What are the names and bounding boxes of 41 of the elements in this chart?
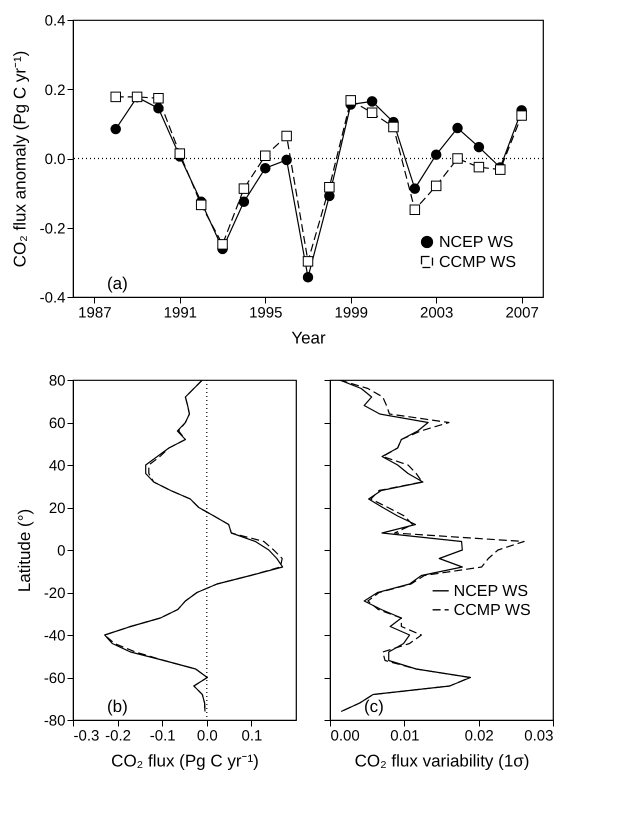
x-tick-label: 1995 <box>249 304 282 322</box>
x-tick-label: -0.2 <box>105 728 132 744</box>
y-tick-label: -60 <box>44 670 66 687</box>
x-tick-label: 0.02 <box>464 728 494 744</box>
x-tick-label: 0.03 <box>524 728 554 744</box>
y-tick-label: 40 <box>48 458 66 474</box>
y-tick-label: 0.4 <box>44 12 66 30</box>
x-tick-label: -0.1 <box>150 728 176 744</box>
y-tick-label: -80 <box>44 712 66 730</box>
y-axis-title: Latitude (°) <box>14 508 34 592</box>
annotation: (a) <box>107 274 128 293</box>
y-tick-label: 20 <box>48 500 66 517</box>
legend-label: NCEP WS <box>454 582 528 600</box>
x-axis-title: CO₂ flux (Pg C yr⁻¹) <box>111 752 259 770</box>
x-tick-label: 1999 <box>334 304 368 322</box>
annotation: (b) <box>107 697 128 716</box>
x-tick-label: 2007 <box>505 304 539 322</box>
x-tick-label: 0.0 <box>196 728 218 744</box>
x-tick-label: -0.3 <box>74 728 100 744</box>
y-tick-label: 80 <box>48 372 66 390</box>
y-tick-label: 60 <box>48 415 66 432</box>
x-tick-label: 0.1 <box>241 728 262 744</box>
y-axis-title: CO₂ flux anomaly (Pg C yr⁻¹) <box>10 50 30 268</box>
y-tick-label: -0.2 <box>40 220 66 238</box>
y-tick-label: -0.4 <box>40 290 66 306</box>
annotation: (c) <box>364 697 384 716</box>
x-tick-label: 2003 <box>420 304 454 322</box>
x-axis-title: CO₂ flux variability (1σ) <box>354 752 530 770</box>
y-tick-label: -40 <box>44 628 66 644</box>
x-tick-label: 0.01 <box>390 728 420 744</box>
x-tick-label: 1991 <box>164 304 198 322</box>
x-tick-label: 0.00 <box>330 728 360 744</box>
x-axis-title: Year <box>291 328 326 348</box>
legend-label: NCEP WS <box>439 234 514 251</box>
y-tick-label: -20 <box>44 585 66 602</box>
legend-label: CCMP WS <box>439 254 516 271</box>
legend-label: CCMP WS <box>454 602 531 619</box>
y-tick-label: 0 <box>57 542 66 560</box>
x-tick-label: 1987 <box>78 304 112 322</box>
y-tick-label: 0.0 <box>44 151 66 168</box>
y-tick-label: 0.2 <box>44 82 66 99</box>
